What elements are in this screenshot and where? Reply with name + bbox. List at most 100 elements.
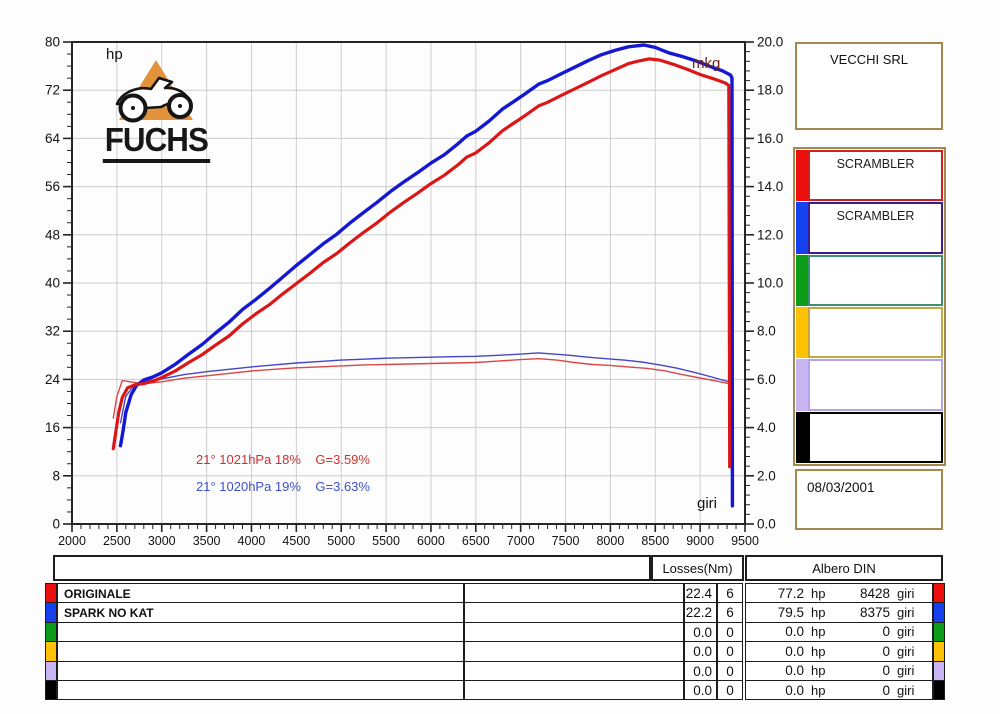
svg-text:4000: 4000 (238, 534, 266, 548)
row-color-swatch (45, 641, 57, 662)
svg-text:20.0: 20.0 (757, 35, 783, 50)
rpm-value: 0 (882, 624, 890, 640)
svg-text:24: 24 (45, 372, 61, 387)
power-value: 0.0 (785, 643, 804, 659)
run-label (808, 359, 943, 411)
svg-text:8000: 8000 (596, 534, 624, 548)
svg-text:2000: 2000 (58, 534, 86, 548)
svg-text:48: 48 (45, 227, 60, 242)
svg-text:9000: 9000 (686, 534, 714, 548)
fuchs-logo: FUCHS (100, 57, 212, 163)
dealer-box: VECCHI SRL (795, 42, 943, 130)
svg-text:9500: 9500 (731, 534, 759, 548)
svg-text:12.0: 12.0 (757, 227, 783, 242)
empty-cell (464, 641, 684, 662)
row-color-swatch (45, 583, 57, 604)
power-value: 0.0 (785, 663, 804, 679)
svg-text:8.0: 8.0 (757, 324, 776, 339)
giri-unit: giri (897, 643, 915, 659)
table-row[interactable]: 0.0 0 0.0 hp 0 giri (0, 641, 1000, 662)
power-value: 0.0 (785, 682, 804, 698)
run-color-bar (796, 411, 808, 463)
albero-din-cell: 79.5 hp 8375 giri (745, 602, 933, 623)
giri-unit: giri (897, 663, 915, 679)
dyno-chart: 2000 2500 3000 3500 4000 4500 5000 5500 6000 6500… (45, 35, 783, 549)
svg-text:8: 8 (52, 468, 60, 483)
run-slot-5[interactable] (796, 359, 943, 411)
svg-text:40: 40 (45, 276, 60, 291)
albero-din-cell: 77.2 hp 8428 giri (745, 583, 933, 604)
hp-unit: hp (811, 663, 826, 679)
run-slot-1[interactable]: SCRAMBLER (796, 150, 943, 202)
svg-text:4.0: 4.0 (757, 420, 776, 435)
run-name-cell (57, 660, 464, 681)
run-color-bar (796, 359, 808, 411)
dealer-name: VECCHI SRL (829, 52, 909, 67)
hp-unit: hp (811, 624, 826, 640)
originale-power-curve (111, 57, 732, 469)
table-row[interactable]: 0.0 0 0.0 hp 0 giri (0, 621, 1000, 643)
row-color-swatch (45, 680, 57, 701)
losses-count-cell: 0 (717, 641, 743, 662)
svg-text:72: 72 (45, 83, 60, 98)
empty-cell (464, 602, 684, 623)
hp-unit: hp (811, 585, 826, 601)
svg-text:5000: 5000 (327, 534, 355, 548)
rpm-value: 8375 (859, 605, 890, 621)
fuchs-motorcycle-icon (115, 60, 193, 123)
run-name-cell (57, 641, 464, 662)
svg-text:7000: 7000 (507, 534, 535, 548)
empty-cell (464, 660, 684, 681)
run-label (808, 411, 943, 463)
svg-text:64: 64 (45, 131, 61, 146)
run-slot-6[interactable] (796, 411, 943, 463)
svg-text:3500: 3500 (193, 534, 221, 548)
svg-text:56: 56 (45, 179, 60, 194)
svg-text:0.0: 0.0 (757, 517, 776, 532)
table-row[interactable]: 0.0 0 0.0 hp 0 giri (0, 680, 1000, 701)
losses-value-cell: 0.0 (684, 660, 717, 681)
run-slot-3[interactable] (796, 254, 943, 306)
rpm-value: 0 (882, 643, 890, 659)
svg-text:4500: 4500 (282, 534, 310, 548)
giri-unit: giri (897, 605, 915, 621)
svg-text:80: 80 (45, 35, 60, 50)
giri-unit: giri (897, 624, 915, 640)
hp-axis-label: hp (106, 46, 123, 63)
table-row[interactable]: 0.0 0 0.0 hp 0 giri (0, 660, 1000, 681)
run-color-bar (796, 254, 808, 306)
row-color-swatch (933, 583, 945, 604)
run-slot-4[interactable] (796, 306, 943, 359)
row-color-swatch (933, 621, 945, 643)
svg-text:6000: 6000 (417, 534, 445, 548)
losses-count-cell: 6 (717, 583, 743, 604)
run-name-cell (57, 680, 464, 701)
row-color-swatch (45, 621, 57, 643)
rpm-value: 8428 (859, 585, 890, 601)
svg-text:8500: 8500 (641, 534, 669, 548)
power-value: 0.0 (785, 624, 804, 640)
table-row[interactable]: SPARK NO KAT 22.2 6 79.5 hp 8375 giri (0, 602, 1000, 623)
run-label (808, 254, 943, 306)
giri-unit: giri (897, 682, 915, 698)
weather-annotation-red: 21° 1021hPa 18% G=3.59% (196, 452, 370, 467)
run-slot-2[interactable]: SCRAMBLER (796, 202, 943, 254)
svg-text:16.0: 16.0 (757, 131, 783, 146)
losses-value-cell: 0.0 (684, 621, 717, 643)
rpm-value: 0 (882, 663, 890, 679)
svg-text:2500: 2500 (103, 534, 131, 548)
rpm-value: 0 (882, 682, 890, 698)
hp-unit: hp (811, 682, 826, 698)
losses-count-cell: 0 (717, 621, 743, 643)
row-color-swatch (933, 602, 945, 623)
empty-cell (464, 680, 684, 701)
hp-unit: hp (811, 605, 826, 621)
svg-text:7500: 7500 (552, 534, 580, 548)
table-row[interactable]: ORIGINALE 22.4 6 77.2 hp 8428 giri (0, 583, 1000, 604)
run-label: SCRAMBLER (808, 150, 943, 202)
mkg-axis-label: mkg (692, 55, 721, 72)
svg-text:18.0: 18.0 (757, 83, 783, 98)
date-box: 08/03/2001 (795, 469, 943, 530)
losses-count-cell: 6 (717, 602, 743, 623)
